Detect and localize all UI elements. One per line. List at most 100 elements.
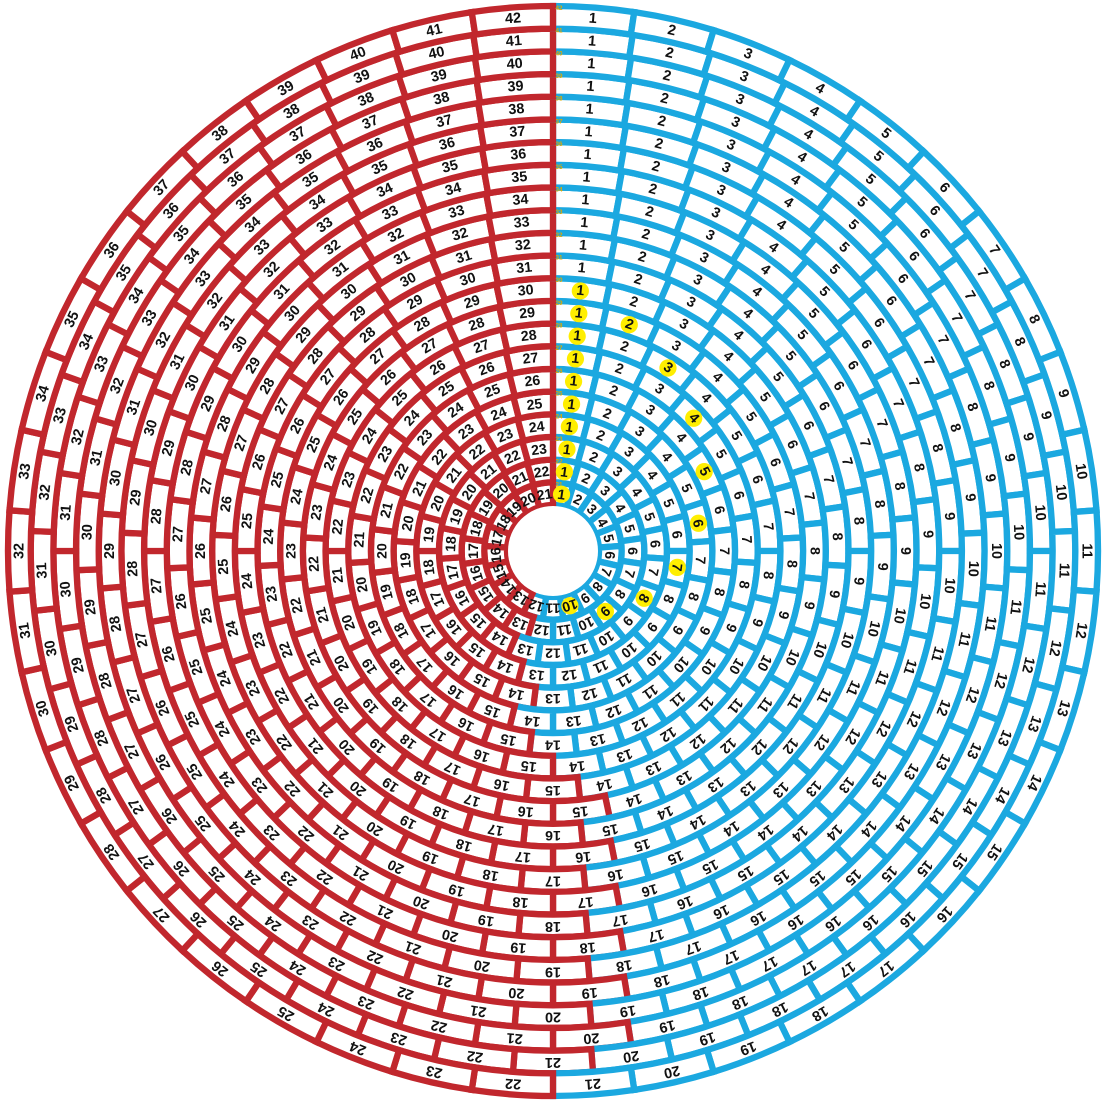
ring-number-label: 26 (555, 368, 563, 375)
day-label: 33 (139, 307, 161, 329)
day-label: 14 (524, 712, 542, 730)
day-label: 37 (287, 124, 309, 146)
day-label: 13 (510, 587, 532, 609)
day-label: 33 (91, 354, 112, 375)
highlighted-day-label: 1 (571, 350, 581, 367)
day-label: 11 (591, 657, 611, 678)
day-label: 14 (595, 775, 614, 794)
day-label: 27 (133, 630, 152, 649)
day-label: 12 (629, 713, 650, 734)
day-label: 15 (632, 835, 652, 855)
day-label: 19 (420, 847, 441, 868)
day-label: 23 (243, 677, 264, 698)
day-label: 16 (784, 911, 806, 933)
day-label: 27 (124, 685, 144, 705)
day-label: 28 (91, 727, 112, 748)
day-label: 15 (482, 700, 503, 721)
day-label: 6 (647, 540, 664, 549)
day-label: 22 (429, 1016, 448, 1035)
day-label: 21 (584, 1075, 601, 1092)
day-label: 9 (850, 576, 867, 586)
day-label: 22 (273, 731, 295, 753)
day-label: 34 (374, 180, 395, 201)
day-label: 35 (369, 157, 390, 178)
day-label: 14 (655, 802, 676, 823)
day-label: 28 (305, 345, 327, 367)
day-label: 18 (579, 938, 596, 955)
day-label: 7 (716, 547, 732, 555)
day-label: 11 (1055, 563, 1072, 579)
day-label: 30 (141, 418, 161, 438)
day-label: 16 (487, 547, 504, 564)
day-label: 20 (353, 575, 372, 593)
highlighted-day-label: 1 (576, 283, 586, 300)
day-label: 28 (148, 508, 165, 525)
day-label: 10 (915, 592, 933, 610)
highlighted-day-label: 10 (560, 596, 580, 616)
day-label: 26 (209, 957, 232, 980)
day-label: 15 (471, 670, 493, 692)
day-label: 11 (614, 670, 635, 691)
day-label: 26 (524, 373, 542, 391)
day-label: 33 (380, 203, 401, 224)
day-label: 9 (1001, 452, 1018, 463)
day-label: 1 (587, 33, 596, 50)
day-label: 23 (375, 443, 397, 465)
day-label: 26 (330, 386, 352, 408)
day-label: 24 (261, 528, 278, 545)
day-label: 15 (601, 820, 620, 839)
day-label: 20 (331, 652, 353, 674)
day-label: 23 (300, 911, 322, 933)
day-label: 15 (499, 730, 518, 749)
day-label: 2 (650, 158, 662, 176)
day-label: 29 (127, 489, 145, 507)
day-label: 34 (443, 180, 463, 200)
day-label: 34 (307, 192, 329, 214)
day-label: 18 (481, 865, 500, 884)
day-label: 25 (268, 470, 287, 489)
day-label: 20 (347, 777, 369, 799)
day-label: 15 (734, 862, 756, 884)
day-label: 17 (486, 820, 505, 839)
day-label: 17 (462, 790, 482, 810)
highlight-dot (689, 514, 708, 532)
highlight-dot (668, 558, 686, 576)
day-label: 25 (304, 434, 325, 455)
day-label: 22 (288, 596, 307, 615)
ring-number-label: 27 (555, 345, 563, 352)
day-label: 33 (251, 236, 274, 259)
day-label: 16 (821, 912, 843, 934)
ring-23 (435, 433, 671, 669)
day-label: 21 (301, 690, 323, 712)
ring-42 (4, 2, 1102, 1100)
day-label: 20 (385, 856, 406, 877)
day-label: 18 (809, 1002, 831, 1024)
day-label: 22 (358, 486, 378, 506)
day-label: 26 (287, 415, 308, 436)
day-label: 9 (919, 530, 935, 539)
day-label: 1 (586, 79, 595, 96)
day-label: 28 (411, 314, 433, 336)
day-label: 9 (981, 473, 998, 484)
day-cell (468, 2, 557, 39)
day-label: 30 (338, 281, 360, 303)
day-label: 27 (122, 740, 143, 761)
day-label: 18 (512, 893, 529, 910)
day-label: 21 (313, 605, 333, 625)
day-label: 8 (871, 499, 888, 509)
day-label: 9 (1019, 431, 1036, 443)
day-label: 24 (262, 912, 284, 934)
day-label: 15 (770, 866, 792, 888)
day-label: 6 (669, 530, 686, 540)
day-label: 12 (603, 700, 624, 721)
day-label: 27 (272, 396, 294, 418)
day-label: 17 (646, 925, 666, 945)
day-label: 21 (536, 485, 554, 503)
day-label: 29 (518, 305, 536, 323)
day-label: 24 (321, 452, 342, 473)
day-label: 15 (699, 856, 720, 877)
day-label: 9 (941, 512, 958, 521)
day-label: 10 (890, 606, 909, 625)
day-label: 17 (442, 757, 463, 778)
ring-number-label: 33 (555, 209, 563, 216)
